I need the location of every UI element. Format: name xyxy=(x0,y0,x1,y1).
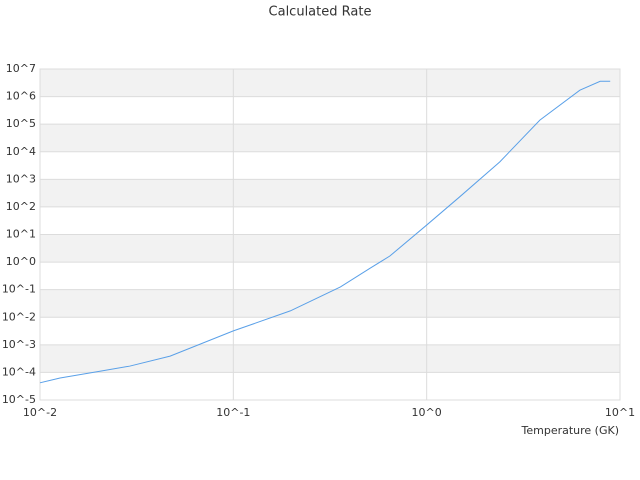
y-tick-label: 10^-5 xyxy=(2,393,36,406)
x-tick-label: 10^0 xyxy=(412,406,442,419)
grid-band xyxy=(40,69,620,97)
x-tick-label: 10^-2 xyxy=(23,406,57,419)
y-tick-label: 10^-1 xyxy=(2,283,36,296)
x-tick-label: 10^1 xyxy=(605,406,635,419)
data-line xyxy=(39,80,611,384)
y-tick-label: 10^0 xyxy=(6,255,36,268)
x-tick-label: 10^-1 xyxy=(216,406,250,419)
y-tick-label: 10^6 xyxy=(6,90,36,103)
x-axis-label: Temperature (GK) xyxy=(521,424,620,437)
grid-band xyxy=(40,344,620,373)
y-tick-label: 10^1 xyxy=(6,228,36,241)
grid-band xyxy=(40,124,620,152)
grid-band xyxy=(40,234,620,263)
chart-title: Calculated Rate xyxy=(269,5,372,20)
grid-band xyxy=(40,179,620,207)
y-tick-label: 10^-4 xyxy=(2,365,36,378)
y-tick-label: 10^7 xyxy=(6,62,36,75)
plot-frame xyxy=(39,68,621,401)
grid-band xyxy=(40,289,620,318)
y-tick-label: 10^-3 xyxy=(2,338,36,351)
y-tick-label: 10^3 xyxy=(6,172,36,185)
y-tick-label: 10^2 xyxy=(6,200,36,213)
y-tick-label: 10^5 xyxy=(6,117,36,130)
y-tick-label: 10^4 xyxy=(6,145,36,158)
y-tick-label: 10^-2 xyxy=(2,310,36,323)
